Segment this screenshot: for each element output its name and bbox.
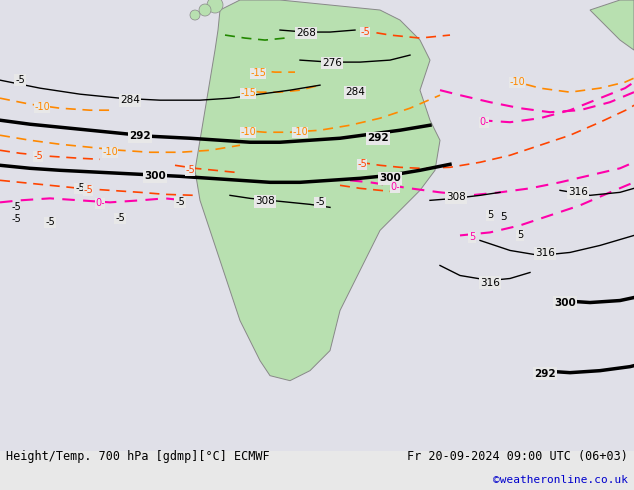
- Text: -5: -5: [33, 151, 43, 161]
- Text: 0-: 0-: [95, 198, 105, 208]
- Text: 292: 292: [129, 131, 151, 141]
- Circle shape: [199, 4, 211, 16]
- Text: Height/Temp. 700 hPa [gdmp][°C] ECMWF: Height/Temp. 700 hPa [gdmp][°C] ECMWF: [6, 450, 270, 463]
- Circle shape: [190, 10, 200, 20]
- Text: -15: -15: [240, 88, 256, 98]
- Text: ©weatheronline.co.uk: ©weatheronline.co.uk: [493, 475, 628, 485]
- Text: 5: 5: [517, 230, 523, 241]
- Text: -5: -5: [15, 75, 25, 85]
- Text: 0-: 0-: [390, 182, 400, 193]
- Text: 276: 276: [322, 58, 342, 68]
- Text: 284: 284: [120, 95, 140, 105]
- Text: 292: 292: [367, 133, 389, 143]
- Text: 5: 5: [469, 232, 475, 243]
- Text: 5: 5: [487, 210, 493, 221]
- Text: -5: -5: [357, 159, 367, 169]
- Text: 284: 284: [345, 87, 365, 97]
- Text: 316: 316: [480, 277, 500, 288]
- Text: -5: -5: [175, 197, 185, 207]
- Text: 300: 300: [379, 173, 401, 183]
- Text: -5: -5: [185, 165, 195, 175]
- Text: 300: 300: [554, 297, 576, 308]
- Text: 308: 308: [255, 196, 275, 206]
- Text: -10: -10: [240, 127, 256, 137]
- Text: -10: -10: [509, 77, 525, 87]
- Text: 5: 5: [500, 212, 507, 222]
- Text: 292: 292: [534, 368, 556, 379]
- Text: -5: -5: [45, 218, 55, 227]
- Text: 268: 268: [296, 28, 316, 38]
- Text: -5: -5: [83, 185, 93, 196]
- Text: Fr 20-09-2024 09:00 UTC (06+03): Fr 20-09-2024 09:00 UTC (06+03): [407, 450, 628, 463]
- Polygon shape: [590, 0, 634, 50]
- Text: -10: -10: [34, 102, 50, 112]
- Circle shape: [207, 0, 223, 13]
- Text: -5: -5: [12, 202, 22, 212]
- Text: 316: 316: [535, 248, 555, 258]
- Text: 316: 316: [568, 187, 588, 197]
- Text: -10: -10: [102, 147, 118, 157]
- Text: -5: -5: [115, 213, 125, 223]
- Text: 308: 308: [446, 193, 466, 202]
- Text: -5: -5: [75, 183, 85, 194]
- Text: -5: -5: [12, 215, 22, 224]
- Text: -15: -15: [250, 68, 266, 78]
- Text: 300: 300: [144, 172, 166, 181]
- Polygon shape: [195, 0, 440, 381]
- Text: 0-: 0-: [479, 117, 489, 127]
- Text: -10: -10: [292, 127, 308, 137]
- Text: -5: -5: [315, 197, 325, 207]
- Text: -5: -5: [360, 27, 370, 37]
